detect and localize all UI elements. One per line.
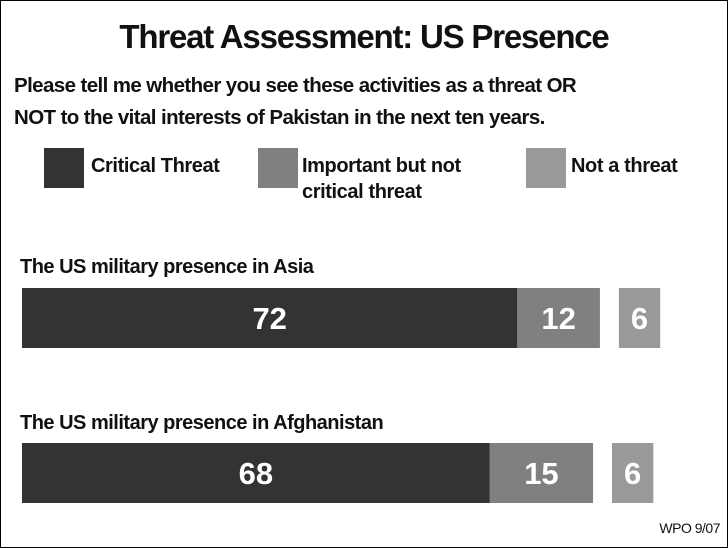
data-label-not-a-threat-row-1: 6 [624,456,641,491]
data-label-critical-row-1: 68 [239,456,273,491]
question-line-2: NOT to the vital interests of Pakistan i… [14,106,545,129]
bar-important-row-0 [517,288,600,348]
legend-not-a-threat: Not a threat [571,155,678,177]
bar-critical-row-1 [22,443,490,503]
legend-important-line-1: Important but not [302,155,461,177]
row-label-afghanistan: The US military presence in Afghanistan [20,412,384,434]
chart-title: Threat Assessment: US Presence [119,18,609,55]
legend-important-line-2: critical threat [302,181,422,203]
data-label-not-a-threat-row-0: 6 [631,301,648,336]
bar-not-a-threat-row-1 [612,443,654,503]
question-line-1: Please tell me whether you see these act… [14,74,577,97]
bar-critical-row-0 [22,288,518,348]
data-label-important-row-0: 12 [541,301,575,336]
bar-important-row-1 [489,443,594,503]
data-label-important-row-1: 15 [524,456,558,491]
source-note: WPO 9/07 [659,520,720,536]
not-a-threat-swatch-icon [526,148,566,188]
data-label-critical-row-0: 72 [252,301,286,336]
important-threat-swatch-icon [258,148,298,188]
row-label-asia: The US military presence in Asia [20,256,314,278]
bar-not-a-threat-row-0 [618,288,661,348]
critical-threat-swatch-icon [44,148,84,188]
legend-critical-threat: Critical Threat [91,155,220,177]
